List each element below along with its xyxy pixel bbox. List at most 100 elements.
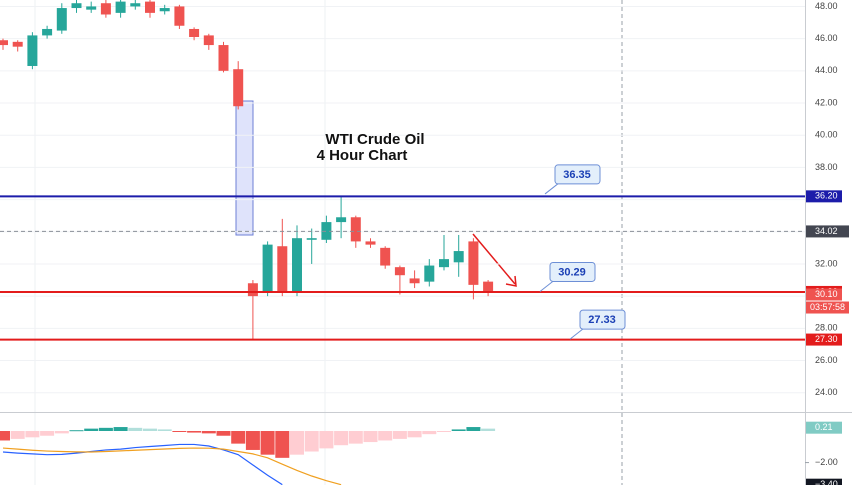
histogram-bar	[481, 428, 496, 431]
candle-body	[100, 3, 111, 15]
candle-body	[394, 267, 405, 276]
histogram-bar	[54, 431, 69, 434]
gap-box	[235, 100, 254, 236]
callout-label: 36.35	[563, 169, 591, 181]
candle-body	[409, 278, 420, 284]
histogram-bar	[172, 431, 187, 432]
chart-subtitle: 4 Hour Chart	[317, 147, 408, 164]
histogram-bar	[113, 427, 128, 431]
histogram-bar	[231, 431, 246, 444]
y-tick-label: 48.00	[815, 1, 838, 11]
histogram-bar	[407, 431, 422, 438]
candle-body	[130, 3, 141, 7]
histogram-bar	[260, 431, 275, 455]
candle-body	[115, 1, 126, 13]
histogram-bar	[422, 431, 437, 435]
price-pane	[0, 0, 805, 394]
macd-tag-label: 0.21	[815, 422, 833, 432]
candle-body	[203, 35, 214, 46]
candle-body	[86, 6, 97, 10]
histogram-bar	[98, 427, 113, 431]
candle-body	[306, 238, 317, 240]
candle-body	[380, 247, 391, 266]
histogram-bar	[451, 429, 466, 431]
histogram-bar	[201, 431, 216, 434]
histogram-bar	[334, 431, 349, 446]
candle-body	[56, 8, 67, 31]
countdown-tag	[806, 301, 849, 314]
candle-body	[145, 1, 155, 13]
candle-body	[0, 40, 8, 46]
histogram-bar	[437, 431, 451, 432]
candle-body	[159, 8, 170, 12]
histogram-bar	[319, 431, 334, 449]
histogram-bar	[25, 431, 40, 438]
macd-pane	[0, 427, 496, 485]
histogram-bar	[0, 431, 10, 441]
candle-body	[174, 6, 185, 26]
level-tag-label: 36.20	[815, 191, 838, 201]
macd-tag	[806, 421, 842, 434]
close-tag	[806, 288, 842, 301]
candle-body	[262, 244, 273, 293]
histogram-bar	[40, 431, 55, 436]
y-tick-label: 32.00	[815, 258, 838, 268]
y-tick-label: 28.00	[815, 323, 838, 333]
y-tick-label: −2.00	[815, 457, 838, 467]
y-tick-label: 24.00	[815, 387, 838, 397]
callout-pointer	[569, 327, 585, 340]
callout-label: 30.29	[558, 266, 586, 278]
callout-box	[554, 164, 601, 185]
candle-body	[336, 217, 347, 223]
countdown: 03:57:58	[810, 302, 845, 312]
y-tick-label: 46.00	[815, 33, 838, 43]
candle-body	[468, 241, 479, 285]
histogram-bar	[216, 431, 231, 436]
macd-tag	[806, 478, 842, 485]
candle-body	[233, 69, 244, 107]
price-tag-label: 34.02	[815, 226, 838, 236]
histogram-bar	[363, 431, 378, 443]
callout-pointer	[539, 280, 555, 292]
histogram-bar	[187, 431, 202, 433]
y-tick-label: 26.00	[815, 355, 838, 365]
histogram-bar	[466, 427, 481, 431]
histogram-bar	[84, 428, 99, 431]
histogram-bar	[378, 431, 393, 441]
callout-box	[579, 309, 626, 330]
histogram-bar	[392, 431, 407, 439]
y-tick-label: 38.00	[815, 162, 838, 172]
histogram-bar	[304, 431, 319, 452]
y-tick-label: 42.00	[815, 97, 838, 107]
histogram-bar	[290, 431, 304, 455]
candle-body	[189, 28, 200, 38]
histogram-bar	[143, 428, 157, 431]
candle-body	[42, 28, 53, 36]
level-tag	[806, 190, 842, 203]
y-tick-label: 44.00	[815, 65, 838, 75]
candle-body	[27, 35, 38, 66]
histogram-bar	[10, 431, 25, 439]
candle-body	[321, 222, 332, 240]
arrow-head	[505, 275, 517, 287]
callout-box	[549, 261, 596, 282]
macd-tag-label: −3.40	[815, 479, 838, 485]
candle-body	[365, 241, 376, 245]
level-tag	[806, 333, 842, 346]
candle-body	[483, 281, 494, 293]
candle-body	[350, 217, 361, 242]
overlay: 24.0026.0028.0030.0032.0034.0036.0038.00…	[539, 1, 849, 485]
macd-line	[2, 447, 342, 485]
callout-label: 27.33	[588, 314, 616, 326]
histogram-bar	[348, 431, 363, 444]
price-tag	[806, 225, 849, 238]
histogram-bar	[128, 427, 143, 431]
histogram-bar	[245, 431, 260, 450]
candle-body	[277, 246, 288, 293]
candle-body	[71, 3, 82, 9]
candle-body	[292, 238, 302, 293]
candle-body	[424, 265, 435, 282]
histogram-bar	[157, 429, 172, 431]
